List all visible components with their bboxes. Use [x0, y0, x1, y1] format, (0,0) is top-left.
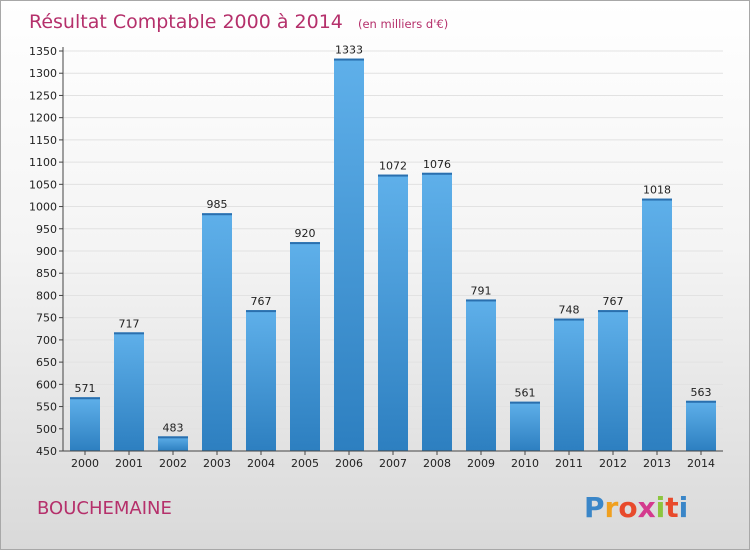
bar-2006: [334, 58, 364, 452]
bar-2008: [422, 172, 452, 451]
bar-top-edge: [686, 400, 716, 403]
x-tick-label: 2001: [115, 457, 143, 470]
bar-2004: [246, 310, 276, 451]
logo-letter: o: [618, 491, 637, 524]
bar-top-edge: [114, 332, 144, 335]
x-axis: 2000 2001 2002 2003 2004 2005 2006 2007 2008 2009…: [63, 450, 723, 470]
y-tick-label: 600: [36, 378, 57, 391]
proxiti-logo: Proxiti: [584, 491, 688, 524]
logo-letter: r: [605, 491, 619, 524]
data-label: 483: [163, 421, 184, 434]
data-label: 920: [295, 227, 316, 240]
y-tick-label: 1200: [29, 112, 57, 125]
bar-top-edge: [202, 213, 232, 216]
data-label: 717: [119, 317, 140, 330]
y-tick-label: 900: [36, 245, 57, 258]
data-labels: 571 717 483 985 767 920 1333 1072 1076 791 561 748 7…: [75, 44, 712, 435]
x-tick-label: 2009: [467, 457, 495, 470]
data-label: 791: [471, 284, 492, 297]
y-axis: 450 500 550 600 650 700 750 800 850 900 950 1000 105…: [29, 45, 64, 458]
chart-title-main: Résultat Comptable 2000 à 2014: [29, 11, 343, 33]
data-label: 767: [603, 295, 624, 308]
place-name: BOUCHEMAINE: [37, 498, 172, 519]
x-tick-label: 2008: [423, 457, 451, 470]
bar-2000: [70, 397, 100, 451]
bar-2002: [158, 436, 188, 451]
x-tick-label: 2005: [291, 457, 319, 470]
bar-top-edge: [598, 310, 628, 313]
bar-2011: [554, 318, 584, 451]
bar-2012: [598, 310, 628, 451]
y-tick-label: 850: [36, 267, 57, 280]
y-tick-label: 1150: [29, 134, 57, 147]
data-label: 985: [207, 198, 228, 211]
bar-top-edge: [70, 397, 100, 400]
bar-top-edge: [334, 58, 364, 61]
bar-top-edge: [554, 318, 584, 321]
data-label: 1076: [423, 158, 451, 171]
x-tick-label: 2002: [159, 457, 187, 470]
x-tick-label: 2000: [71, 457, 99, 470]
logo-letter: x: [638, 491, 656, 524]
y-tick-label: 450: [36, 445, 57, 458]
y-tick-label: 750: [36, 312, 57, 325]
x-tick-label: 2006: [335, 457, 363, 470]
bar-top-edge: [510, 401, 540, 404]
x-tick-label: 2004: [247, 457, 275, 470]
x-tick-label: 2012: [599, 457, 627, 470]
x-tick-label: 2014: [687, 457, 715, 470]
y-tick-label: 950: [36, 223, 57, 236]
data-label: 1333: [335, 44, 363, 57]
y-tick-label: 1350: [29, 45, 57, 58]
x-tick-label: 2013: [643, 457, 671, 470]
bars: [70, 58, 716, 452]
data-label: 571: [75, 382, 96, 395]
y-tick-label: 1100: [29, 156, 57, 169]
y-tick-label: 500: [36, 423, 57, 436]
data-label: 1072: [379, 160, 407, 173]
x-tick-label: 2003: [203, 457, 231, 470]
data-label: 561: [515, 387, 536, 400]
bar-2005: [290, 242, 320, 451]
bar-top-edge: [246, 310, 276, 313]
bar-2003: [202, 213, 232, 451]
logo-letter: i: [679, 491, 689, 524]
y-tick-label: 1300: [29, 67, 57, 80]
bar-top-edge: [466, 299, 496, 302]
y-tick-label: 550: [36, 401, 57, 414]
x-tick-label: 2007: [379, 457, 407, 470]
logo-letter: i: [656, 491, 666, 524]
bar-top-edge: [422, 172, 452, 175]
bar-2013: [642, 198, 672, 451]
data-label: 563: [691, 386, 712, 399]
x-tick-label: 2011: [555, 457, 583, 470]
logo-letter: t: [665, 491, 678, 524]
data-label: 767: [251, 295, 272, 308]
chart-title: Résultat Comptable 2000 à 2014 (en milli…: [29, 11, 448, 33]
y-tick-label: 1050: [29, 178, 57, 191]
bar-top-edge: [378, 174, 408, 177]
y-tick-label: 650: [36, 356, 57, 369]
bar-top-edge: [642, 198, 672, 201]
x-tick-label: 2010: [511, 457, 539, 470]
y-tick-label: 800: [36, 289, 57, 302]
bar-2007: [378, 174, 408, 452]
y-tick-label: 1000: [29, 201, 57, 214]
y-tick-label: 1250: [29, 89, 57, 102]
bar-2010: [510, 401, 540, 451]
bar-2009: [466, 299, 496, 451]
logo-letter: P: [584, 491, 605, 524]
data-label: 748: [559, 304, 580, 317]
chart-title-unit: (en milliers d'€): [358, 17, 448, 31]
y-tick-label: 700: [36, 334, 57, 347]
bar-top-edge: [290, 242, 320, 245]
bar-2014: [686, 400, 716, 451]
bar-2001: [114, 332, 144, 451]
bar-top-edge: [158, 436, 188, 439]
data-label: 1018: [643, 184, 671, 197]
